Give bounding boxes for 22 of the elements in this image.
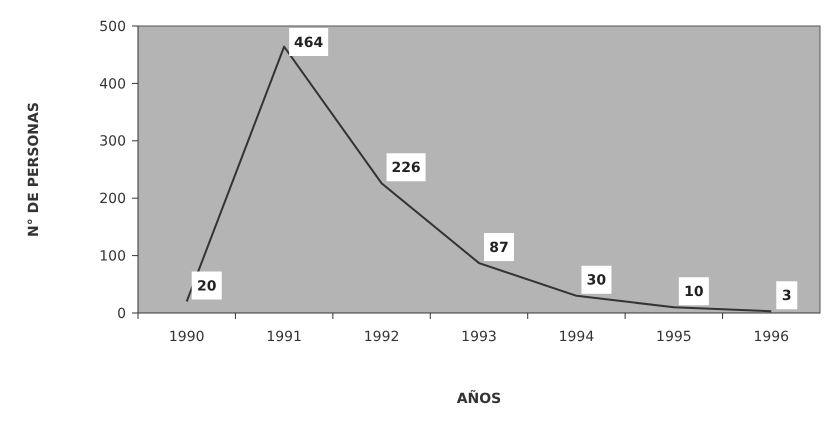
y-tick-label: 0 <box>117 306 126 322</box>
x-tick-label: 1990 <box>168 329 205 345</box>
y-tick-label: 100 <box>99 248 126 264</box>
x-tick-label: 1992 <box>364 329 400 345</box>
x-axis-title: AÑOS <box>456 390 502 407</box>
y-tick-label: 300 <box>99 134 126 150</box>
data-label: 30 <box>586 272 606 289</box>
y-axis-title: N° DE PERSONAS <box>26 102 42 237</box>
data-label: 226 <box>391 160 421 176</box>
data-label: 87 <box>489 240 509 256</box>
y-tick-label: 200 <box>99 191 126 208</box>
y-tick-label: 500 <box>99 18 126 35</box>
y-tick-label: 400 <box>99 76 126 92</box>
data-label: 3 <box>782 288 792 304</box>
x-tick-label: 1994 <box>558 329 594 345</box>
x-tick-label: 1993 <box>461 329 497 345</box>
x-tick-label: 1996 <box>753 329 790 345</box>
data-label: 20 <box>196 278 217 294</box>
x-tick-label: 1995 <box>656 329 692 345</box>
x-tick-label: 1991 <box>266 329 302 345</box>
data-label: 10 <box>684 284 704 300</box>
data-label: 464 <box>294 34 324 51</box>
